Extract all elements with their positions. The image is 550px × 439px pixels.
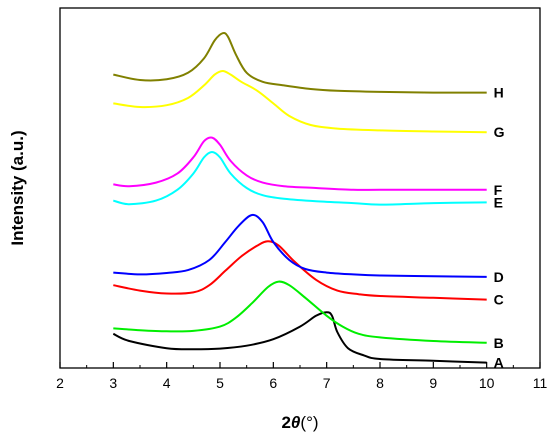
series-label-f: F bbox=[494, 182, 503, 198]
x-tick-label: 9 bbox=[429, 375, 437, 391]
x-axis-title: 2θ(°) bbox=[281, 413, 318, 432]
series-labels: AB CD EF G H bbox=[494, 85, 505, 371]
series-line-h bbox=[113, 32, 487, 94]
x-axis-ticks: 2 3 4 5 6 7 8 9 10 11 bbox=[56, 362, 547, 391]
x-axis-title-prefix: 2 bbox=[281, 413, 290, 432]
series-label-b: B bbox=[494, 335, 504, 351]
x-tick-label: 8 bbox=[376, 375, 384, 391]
x-tick-label: 5 bbox=[216, 375, 224, 391]
series-label-e: E bbox=[494, 194, 503, 210]
y-axis-title: Intensity (a.u.) bbox=[8, 130, 27, 245]
series-label-c: C bbox=[494, 292, 504, 308]
series-line-e bbox=[113, 151, 487, 206]
series-layer bbox=[112, 32, 487, 364]
series-line-c bbox=[113, 240, 487, 301]
x-tick-label: 2 bbox=[56, 375, 64, 391]
series-line-f bbox=[113, 136, 487, 191]
series-label-h: H bbox=[494, 85, 504, 101]
series-line-b bbox=[113, 280, 487, 344]
x-axis-title-unit: (°) bbox=[300, 413, 318, 432]
x-axis-title-theta: θ bbox=[291, 413, 301, 432]
x-tick-label: 11 bbox=[533, 375, 548, 391]
series-line-d bbox=[113, 213, 487, 278]
x-tick-label: 4 bbox=[163, 375, 171, 391]
series-label-d: D bbox=[494, 269, 504, 285]
series-label-a: A bbox=[494, 355, 504, 371]
x-tick-label: 3 bbox=[109, 375, 117, 391]
series-line-a bbox=[112, 311, 487, 364]
x-tick-label: 7 bbox=[323, 375, 331, 391]
series-line-g bbox=[113, 70, 487, 134]
x-tick-label: 10 bbox=[479, 375, 495, 391]
series-label-g: G bbox=[494, 124, 505, 140]
x-tick-label: 6 bbox=[269, 375, 277, 391]
